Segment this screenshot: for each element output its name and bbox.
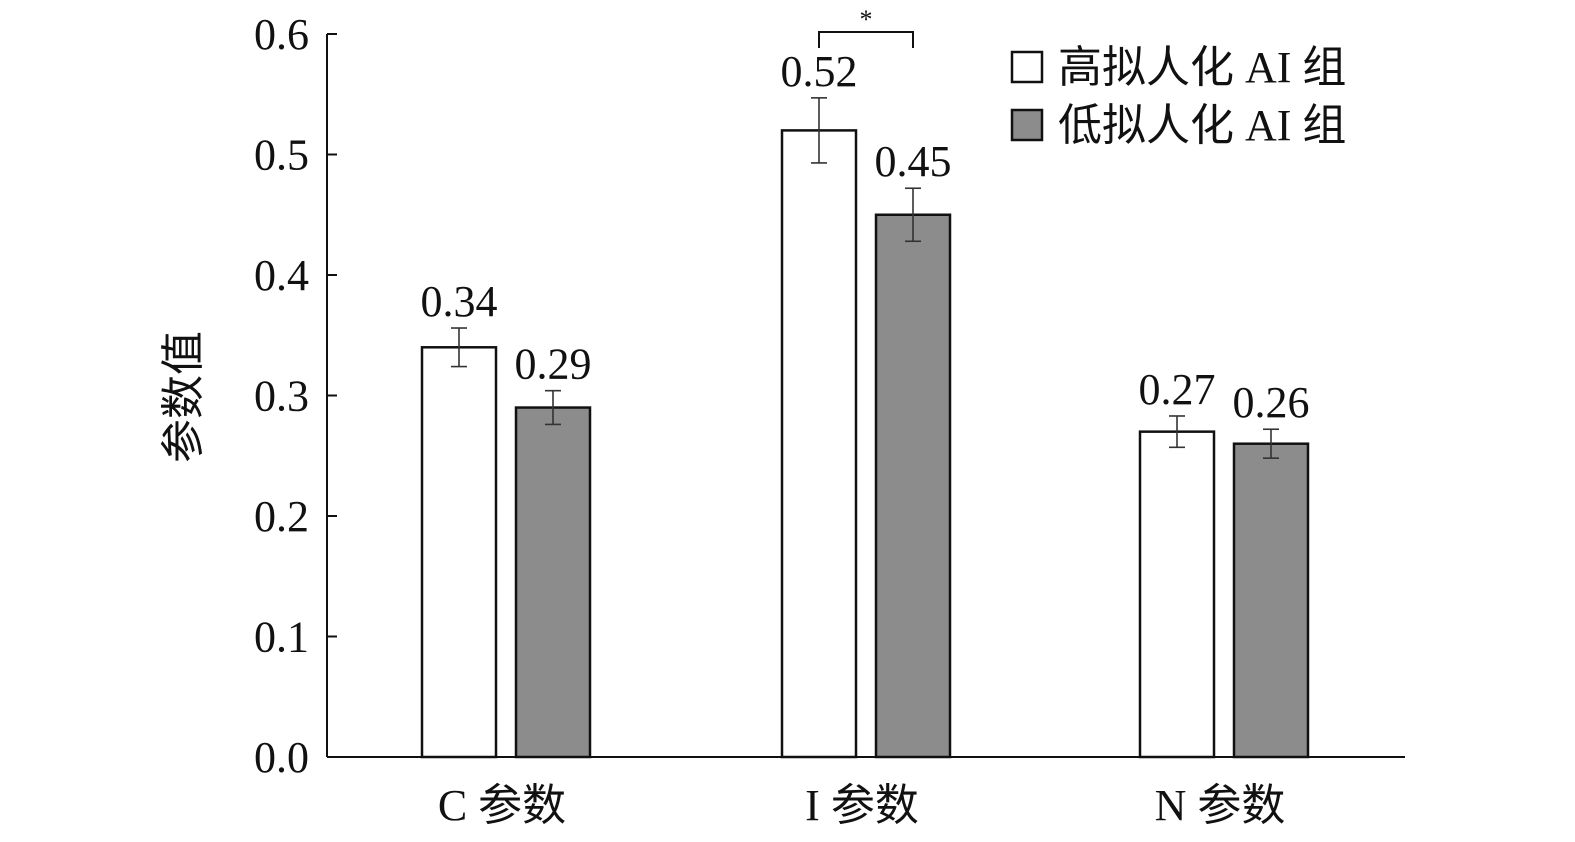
legend-swatch	[1010, 50, 1044, 84]
data-label: 0.34	[421, 277, 498, 326]
significance-bracket	[818, 31, 914, 48]
y-tick-label: 0.5	[254, 131, 309, 180]
y-tick-label: 0.1	[254, 613, 309, 662]
y-tick-label: 0.4	[254, 251, 309, 300]
y-tick-label: 0.0	[254, 733, 309, 782]
y-axis-title: 参数值	[159, 331, 208, 463]
x-axis: C 参数 I 参数 N 参数	[327, 756, 1405, 830]
data-labels: 0.34 0.52 0.27 0.29 0.45 0.26	[421, 47, 1310, 427]
data-label: 0.27	[1139, 365, 1216, 414]
data-label: 0.26	[1233, 378, 1310, 427]
bar	[1232, 442, 1310, 759]
legend-label: 高拟人化 AI 组	[1058, 43, 1346, 92]
bar	[780, 129, 858, 759]
annotations: *	[818, 5, 914, 48]
data-label: 0.45	[875, 137, 952, 186]
error-bars	[451, 97, 1279, 459]
legend-swatch	[1010, 108, 1044, 142]
bars	[420, 129, 1310, 759]
y-tick-label: 0.6	[254, 10, 309, 59]
x-category-label: N 参数	[1155, 781, 1286, 830]
bar	[420, 346, 498, 759]
data-label: 0.52	[781, 47, 858, 96]
bar	[874, 213, 952, 759]
y-tick-label: 0.2	[254, 492, 309, 541]
y-axis: 0.0 0.1 0.2 0.3 0.4 0.5 0.6	[254, 10, 337, 782]
legend-label: 低拟人化 AI 组	[1058, 101, 1346, 150]
y-tick-label: 0.3	[254, 372, 309, 421]
significance-marker: *	[860, 5, 873, 34]
bar	[1138, 430, 1216, 759]
data-label: 0.29	[515, 340, 592, 389]
x-category-label: C 参数	[438, 781, 566, 830]
bar	[514, 406, 592, 759]
x-category-label: I 参数	[805, 781, 919, 830]
